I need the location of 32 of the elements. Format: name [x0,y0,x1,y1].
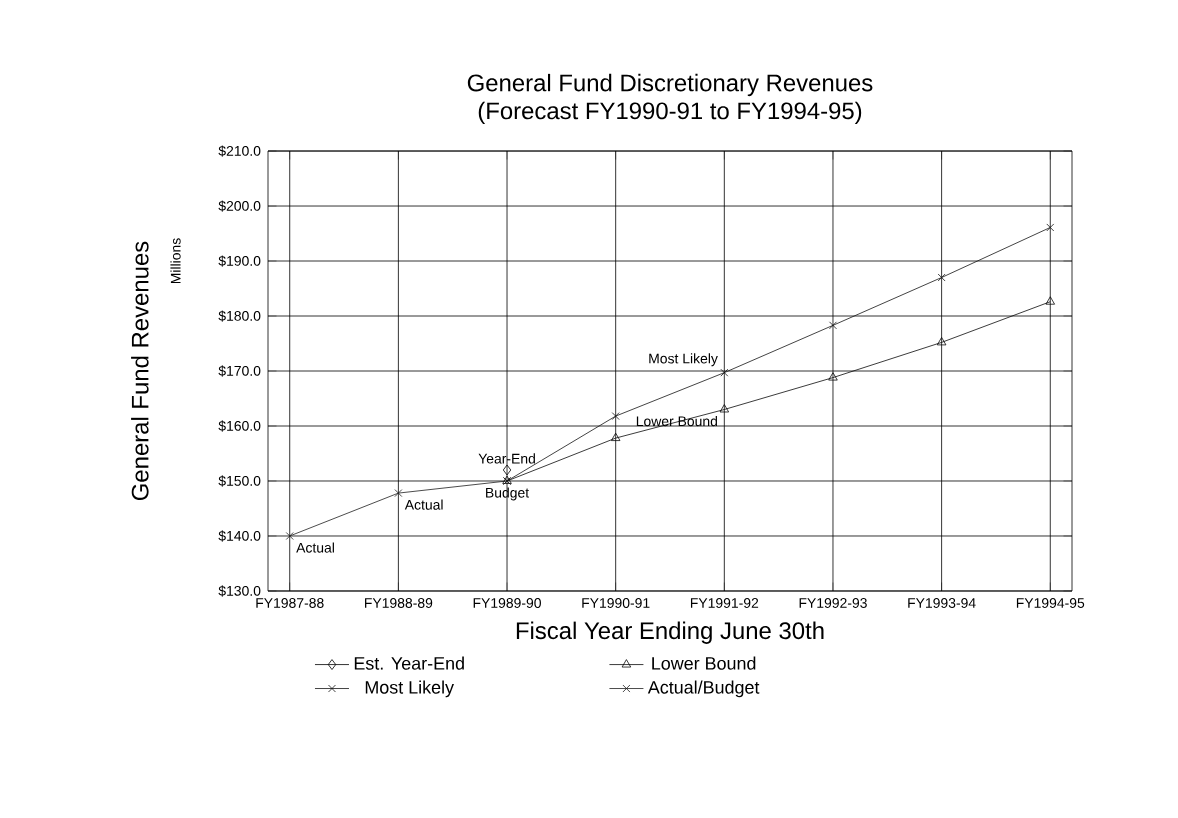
y-tick-label: $160.0 [218,420,261,432]
x-tick-label: FY1989-90 [473,598,541,608]
legend-label: Most Likely [365,680,454,698]
x-tick-label: FY1994-95 [1016,598,1085,608]
annotation: Actual [296,542,334,553]
x-axis-title: Fiscal Year Ending June 30th [516,621,824,644]
legend-label: Actual/Budget [647,680,760,698]
annotation: Most Likely [649,353,718,367]
x-tick-label: FY1993-94 [908,598,976,608]
y-tick-label: $180.0 [218,310,261,322]
y-tick-label: $130.0 [218,585,261,597]
y-tick-label: $200.0 [218,200,261,212]
y-axis-title: General Fund Revenues [131,241,149,501]
chart-subtitle: (Forecast FY1990-91 to FY1994-95) [478,101,862,125]
legend-label: Lower Bound [652,656,756,670]
x-tick-label: FY1991-92 [690,598,759,608]
y-tick-label: $190.0 [218,255,261,267]
y-tick-label: $150.0 [218,475,261,487]
annotation: Year-End [478,453,535,464]
y-tick-label: $170.0 [218,365,261,377]
chart-title: General Fund Discretionary Revenues [467,73,873,97]
y-tick-label: $140.0 [218,530,261,542]
x-tick-label: FY1987-88 [256,598,324,608]
annotation: Lower Bound [636,415,717,427]
legend-label: Est. Year-End [354,656,464,670]
y-tick-label: $210.0 [218,145,261,157]
x-tick-label: FY1988-89 [365,598,433,608]
annotation: Budget [486,487,530,501]
text: Millions [170,238,181,284]
x-tick-label: FY1992-93 [799,598,867,608]
x-tick-label: FY1990-91 [582,598,650,608]
annotation: Actual [404,499,443,510]
